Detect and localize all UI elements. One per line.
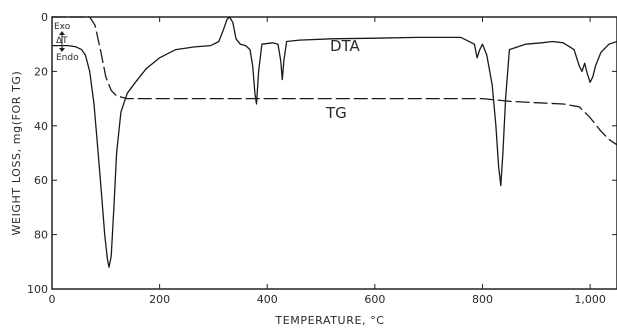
x-tick-label: 400 <box>257 293 278 306</box>
y-tick-label: 40 <box>34 120 48 133</box>
x-tick-label: 0 <box>49 293 56 306</box>
y-axis-ticks: 0 20 40 60 80 100 <box>27 11 617 296</box>
x-tick-label: 800 <box>472 293 493 306</box>
x-tick-label: 200 <box>149 293 170 306</box>
dta-curve-label: DTA <box>330 37 361 55</box>
dta-series-line <box>52 16 617 268</box>
x-tick-label: 600 <box>364 293 385 306</box>
y-tick-label: 20 <box>34 65 48 78</box>
y-tick-label: 0 <box>41 11 48 24</box>
x-axis-ticks: 0 200 400 600 800 1,000 <box>49 17 606 306</box>
legend-arrow-up-icon <box>59 31 65 35</box>
endo-label: Endo <box>56 53 79 63</box>
exo-endo-legend: Exo ΔT Endo <box>54 22 79 63</box>
plot-frame <box>51 16 617 290</box>
tg-curve-label: TG <box>325 104 347 122</box>
tg-series-line <box>52 16 617 146</box>
legend-arrow-down-icon <box>59 48 65 52</box>
y-axis-title: WEIGHT LOSS, mg(FOR TG) <box>10 71 23 236</box>
series-layer <box>52 16 617 268</box>
y-tick-label: 100 <box>27 283 48 296</box>
exo-label: Exo <box>54 22 71 32</box>
y-tick-label: 60 <box>34 174 48 187</box>
x-tick-label: 1,000 <box>574 293 606 306</box>
y-tick-label: 80 <box>34 229 48 242</box>
x-axis-title: TEMPERATURE, °C <box>274 314 384 327</box>
